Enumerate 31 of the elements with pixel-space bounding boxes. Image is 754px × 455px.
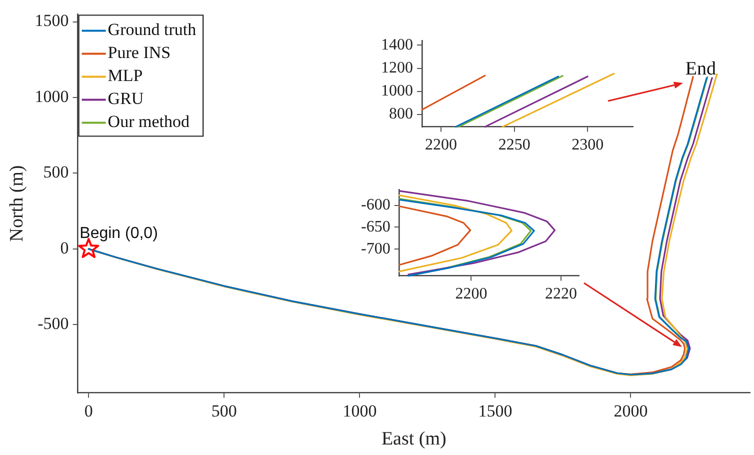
x-tick-label: 0	[84, 401, 93, 420]
y-tick-label: 500	[43, 162, 69, 182]
legend-label: GRU	[108, 89, 144, 108]
annotation: End	[685, 58, 717, 80]
y-tick-label: -650	[361, 218, 390, 236]
y-tick-label: 800	[389, 106, 413, 123]
y-tick-label: 0	[60, 238, 69, 258]
x-tick-label: 2220	[545, 286, 578, 303]
y-tick-label: -600	[361, 196, 390, 214]
y-tick-label: 1000	[381, 82, 413, 100]
legend-label: Pure INS	[108, 43, 171, 62]
annotation: Begin (0,0)	[80, 224, 158, 242]
legend-label: Ground truth	[108, 20, 197, 40]
y-tick-label: -700	[361, 240, 390, 258]
x-tick-label: 1500	[478, 401, 512, 420]
y-tick-label: -500	[38, 314, 69, 334]
legend-label: Our method	[108, 112, 190, 132]
x-tick-label: 2200	[455, 286, 488, 303]
x-tick-label: 500	[211, 401, 237, 420]
y-tick-label: 1200	[381, 60, 413, 76]
x-tick-label: 2200	[425, 136, 458, 154]
y-tick-label: 1000	[34, 86, 69, 106]
y-axis-title: North (m)	[6, 165, 28, 242]
x-tick-label: 2000	[614, 401, 648, 420]
x-tick-label: 1000	[342, 401, 377, 420]
y-tick-label: 1500	[34, 11, 69, 30]
x-tick-label: 2250	[498, 136, 530, 154]
legend-label: MLP	[108, 66, 143, 86]
y-tick-label: 1400	[381, 36, 413, 54]
x-tick-label: 2300	[572, 136, 604, 154]
x-axis-title: East (m)	[381, 428, 446, 450]
